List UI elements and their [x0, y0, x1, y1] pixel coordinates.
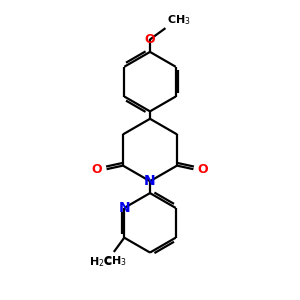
Text: O: O	[92, 163, 102, 176]
Text: CH$_3$: CH$_3$	[167, 13, 191, 27]
Text: H$_2$C: H$_2$C	[88, 256, 113, 269]
Text: O: O	[145, 33, 155, 46]
Text: N: N	[144, 174, 156, 188]
Text: N: N	[118, 201, 130, 215]
Text: CH$_3$: CH$_3$	[103, 254, 126, 268]
Text: O: O	[198, 163, 208, 176]
